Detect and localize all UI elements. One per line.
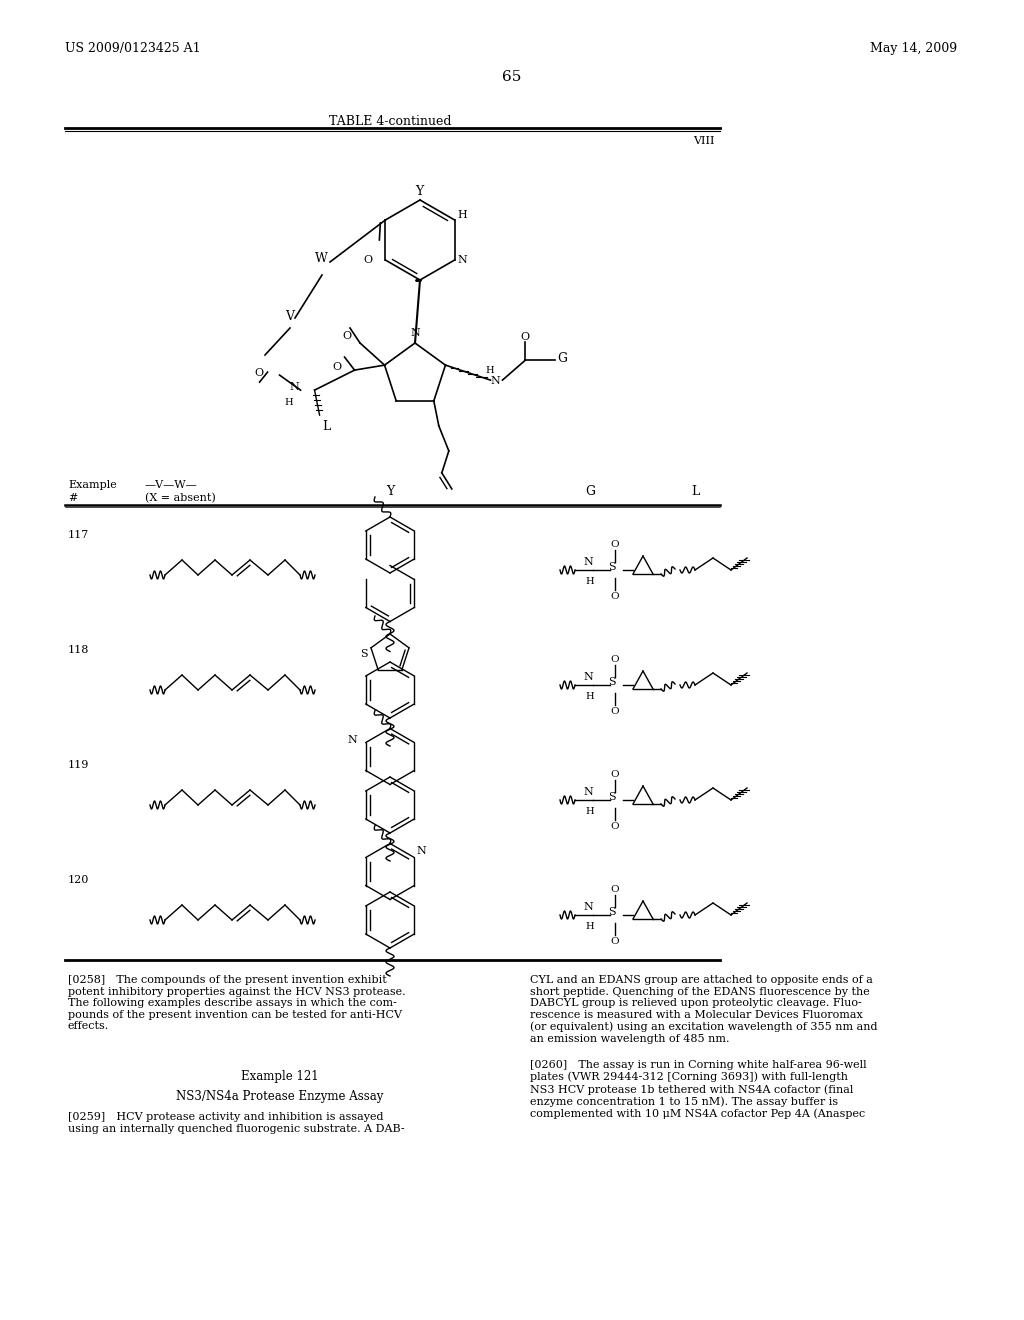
Text: US 2009/0123425 A1: US 2009/0123425 A1	[65, 42, 201, 55]
Text: O: O	[342, 331, 351, 341]
Text: N: N	[348, 734, 357, 744]
Text: N: N	[583, 787, 593, 797]
Text: O: O	[520, 333, 529, 342]
Text: [0260] The assay is run in Corning white half-area 96-well
plates (VWR 29444-312: [0260] The assay is run in Corning white…	[530, 1060, 866, 1119]
Text: H: H	[485, 366, 494, 375]
Text: NS3/NS4a Protease Enzyme Assay: NS3/NS4a Protease Enzyme Assay	[176, 1090, 384, 1104]
Text: H: H	[585, 577, 594, 586]
Text: N: N	[458, 255, 467, 265]
Text: N: N	[290, 381, 299, 392]
Text: G: G	[557, 352, 567, 366]
Text: 120: 120	[68, 875, 89, 884]
Text: N: N	[583, 902, 593, 912]
Text: S: S	[360, 649, 368, 659]
Text: H: H	[585, 921, 594, 931]
Text: O: O	[255, 368, 264, 378]
Text: (X = absent): (X = absent)	[145, 492, 216, 503]
Text: [0259] HCV protease activity and inhibition is assayed
using an internally quenc: [0259] HCV protease activity and inhibit…	[68, 1111, 404, 1134]
Text: L: L	[691, 484, 699, 498]
Text: May 14, 2009: May 14, 2009	[870, 42, 957, 55]
Text: N: N	[410, 327, 420, 338]
Text: [0258] The compounds of the present invention exhibit
potent inhibitory properti: [0258] The compounds of the present inve…	[68, 975, 406, 1031]
Text: O: O	[610, 708, 618, 715]
Text: H: H	[585, 692, 594, 701]
Text: N: N	[583, 672, 593, 682]
Text: 119: 119	[68, 760, 89, 770]
Text: O: O	[610, 884, 618, 894]
Text: W: W	[315, 252, 328, 265]
Text: O: O	[610, 591, 618, 601]
Text: O: O	[610, 937, 618, 946]
Text: Y: Y	[386, 484, 394, 498]
Text: S: S	[608, 907, 615, 917]
Text: N: N	[583, 557, 593, 568]
Text: —V—W—: —V—W—	[145, 480, 198, 490]
Text: H: H	[585, 807, 594, 816]
Text: S: S	[608, 562, 615, 572]
Text: 117: 117	[68, 531, 89, 540]
Text: 118: 118	[68, 645, 89, 655]
Text: S: S	[608, 792, 615, 803]
Text: Y: Y	[415, 185, 423, 198]
Text: CYL and an EDANS group are attached to opposite ends of a
short peptide. Quenchi: CYL and an EDANS group are attached to o…	[530, 975, 878, 1044]
Text: S: S	[608, 677, 615, 686]
Text: L: L	[323, 420, 331, 433]
Text: O: O	[610, 540, 618, 549]
Text: G: G	[585, 484, 595, 498]
Text: H: H	[285, 399, 293, 407]
Text: TABLE 4-continued: TABLE 4-continued	[329, 115, 452, 128]
Text: O: O	[364, 255, 373, 265]
Text: Example: Example	[68, 480, 117, 490]
Text: #: #	[68, 492, 78, 503]
Text: 65: 65	[503, 70, 521, 84]
Text: N: N	[490, 376, 500, 387]
Text: O: O	[333, 362, 342, 372]
Text: O: O	[610, 655, 618, 664]
Text: H: H	[458, 210, 467, 220]
Text: Example 121: Example 121	[242, 1071, 318, 1082]
Text: O: O	[610, 770, 618, 779]
Text: VIII: VIII	[693, 136, 715, 147]
Text: N: N	[416, 846, 426, 855]
Text: O: O	[610, 822, 618, 832]
Text: V: V	[285, 310, 294, 323]
